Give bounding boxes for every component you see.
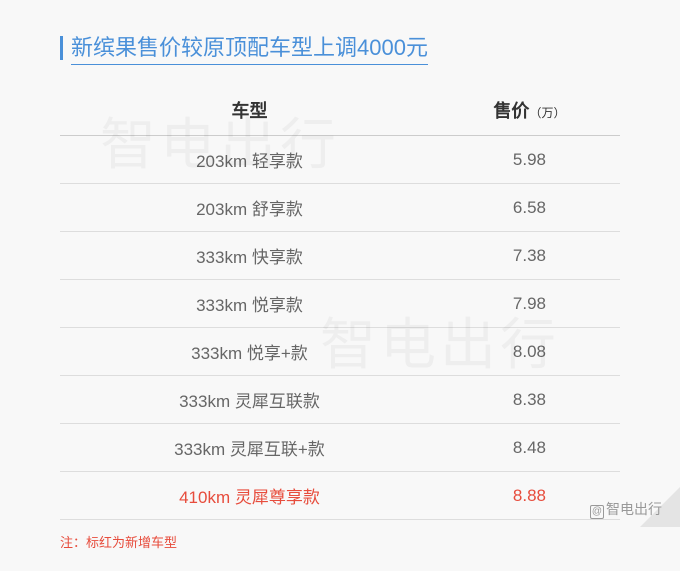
page-title: 新缤果售价较原顶配车型上调4000元: [71, 30, 428, 65]
cell-model: 333km 灵犀互联款: [60, 376, 439, 424]
cell-model: 333km 灵犀互联+款: [60, 424, 439, 472]
col-price-unit: （万）: [529, 106, 565, 120]
cell-model: 333km 快享款: [60, 232, 439, 280]
cell-price: 5.98: [439, 136, 620, 184]
table-row: 203km 舒享款6.58: [60, 184, 620, 232]
table-row: 333km 快享款7.38: [60, 232, 620, 280]
price-table: 车型 售价（万） 203km 轻享款5.98203km 舒享款6.58333km…: [60, 85, 620, 520]
cell-price: 8.08: [439, 328, 620, 376]
credit-text: 智电出行: [606, 501, 662, 517]
cell-price: 8.38: [439, 376, 620, 424]
cell-price: 7.98: [439, 280, 620, 328]
cell-price: 6.58: [439, 184, 620, 232]
table-row: 333km 悦享款7.98: [60, 280, 620, 328]
table-header-row: 车型 售价（万）: [60, 85, 620, 136]
col-price-label: 售价: [493, 101, 529, 121]
cell-model: 203km 轻享款: [60, 136, 439, 184]
cell-model: 333km 悦享款: [60, 280, 439, 328]
title-row: 新缤果售价较原顶配车型上调4000元: [60, 30, 620, 65]
cell-model: 203km 舒享款: [60, 184, 439, 232]
title-accent-bar: [60, 36, 63, 60]
table-row: 203km 轻享款5.98: [60, 136, 620, 184]
col-model: 车型: [60, 85, 439, 136]
cell-price: 8.48: [439, 424, 620, 472]
cell-model: 333km 悦享+款: [60, 328, 439, 376]
footnote: 注：标红为新增车型: [60, 532, 620, 551]
table-row: 333km 悦享+款8.08: [60, 328, 620, 376]
weibo-icon: @: [590, 505, 604, 519]
credit-label: @智电出行: [590, 499, 662, 519]
table-row: 333km 灵犀互联款8.38: [60, 376, 620, 424]
table-row: 410km 灵犀尊享款8.88: [60, 472, 620, 520]
cell-model: 410km 灵犀尊享款: [60, 472, 439, 520]
col-price: 售价（万）: [439, 85, 620, 136]
content-container: 新缤果售价较原顶配车型上调4000元 车型 售价（万） 203km 轻享款5.9…: [0, 0, 680, 571]
cell-price: 7.38: [439, 232, 620, 280]
table-row: 333km 灵犀互联+款8.48: [60, 424, 620, 472]
